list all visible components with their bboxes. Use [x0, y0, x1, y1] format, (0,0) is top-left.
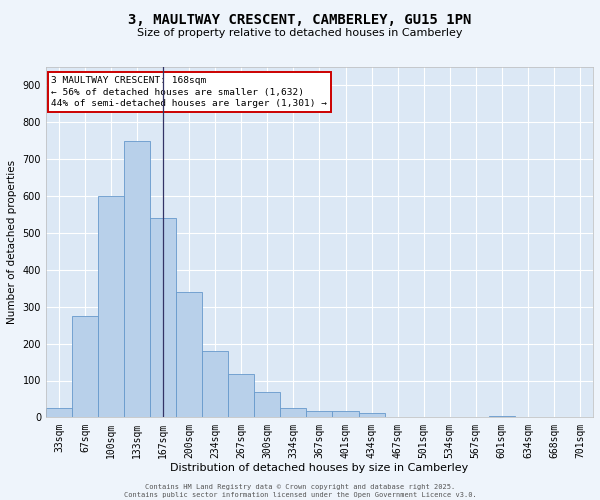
- Text: Contains HM Land Registry data © Crown copyright and database right 2025.
Contai: Contains HM Land Registry data © Crown c…: [124, 484, 476, 498]
- Bar: [280, 408, 307, 418]
- Y-axis label: Number of detached properties: Number of detached properties: [7, 160, 17, 324]
- Text: 3 MAULTWAY CRESCENT: 168sqm
← 56% of detached houses are smaller (1,632)
44% of : 3 MAULTWAY CRESCENT: 168sqm ← 56% of det…: [52, 76, 328, 108]
- Bar: [202, 351, 228, 418]
- Bar: [228, 374, 254, 418]
- Bar: [359, 412, 385, 418]
- Text: 3, MAULTWAY CRESCENT, CAMBERLEY, GU15 1PN: 3, MAULTWAY CRESCENT, CAMBERLEY, GU15 1P…: [128, 12, 472, 26]
- Bar: [98, 196, 124, 418]
- Bar: [254, 392, 280, 417]
- Text: Size of property relative to detached houses in Camberley: Size of property relative to detached ho…: [137, 28, 463, 38]
- Bar: [124, 140, 150, 417]
- Bar: [150, 218, 176, 418]
- X-axis label: Distribution of detached houses by size in Camberley: Distribution of detached houses by size …: [170, 463, 469, 473]
- Bar: [332, 410, 359, 418]
- Bar: [307, 410, 332, 418]
- Bar: [72, 316, 98, 418]
- Bar: [176, 292, 202, 418]
- Bar: [46, 408, 72, 418]
- Bar: [489, 416, 515, 418]
